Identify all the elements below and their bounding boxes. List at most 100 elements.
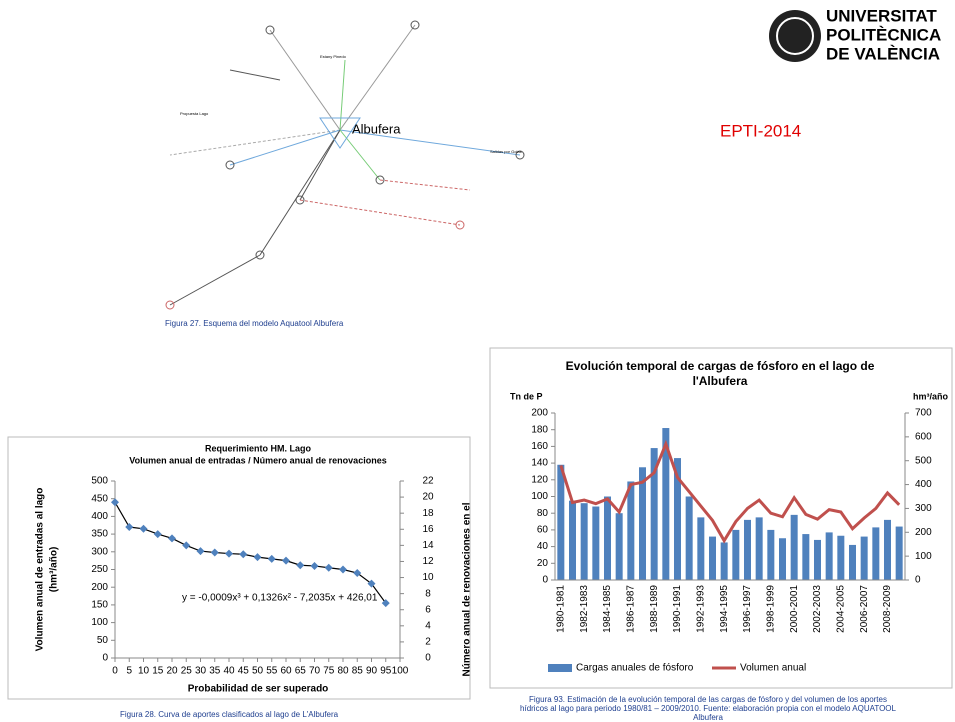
y-axis-label: (hm³/año) xyxy=(49,547,60,593)
bar xyxy=(825,532,833,580)
x-tick-label: 55 xyxy=(266,666,278,677)
diagram-label: Albufera xyxy=(352,121,401,136)
point xyxy=(182,541,191,550)
x-tick-label: 40 xyxy=(223,666,235,677)
x-tick-label: 1996-1997 xyxy=(742,585,753,633)
x-tick-label: 1998-1999 xyxy=(765,585,776,633)
y2-tick-label: 20 xyxy=(422,492,434,503)
bar xyxy=(814,539,821,580)
bar xyxy=(580,503,588,580)
y2-tick-label: 400 xyxy=(915,479,932,490)
y-tick-label: 200 xyxy=(531,408,548,419)
y-axis-label: Tn de P xyxy=(510,391,543,401)
y-tick-label: 180 xyxy=(531,424,548,435)
bar xyxy=(849,544,856,580)
line xyxy=(559,439,901,544)
bar xyxy=(557,464,565,580)
point xyxy=(324,563,333,572)
point xyxy=(367,579,376,588)
node-lake xyxy=(319,117,361,149)
x-tick-label: 100 xyxy=(392,666,409,677)
legend-label: Cargas anuales de fósforo xyxy=(576,663,694,674)
logo-text: DE VALÈNCIA xyxy=(826,44,940,63)
y2-tick-label: 0 xyxy=(425,653,431,664)
edge xyxy=(299,129,341,201)
x-tick-label: 80 xyxy=(337,666,349,677)
x-tick-label: 90 xyxy=(366,666,378,677)
bar xyxy=(604,496,611,580)
point xyxy=(267,554,276,563)
y2-tick-label: 300 xyxy=(915,503,932,514)
bar xyxy=(720,542,728,580)
y-tick-label: 20 xyxy=(537,558,549,569)
edge xyxy=(339,129,521,156)
x-tick-label: 20 xyxy=(166,666,178,677)
chart-title: l'Albufera xyxy=(693,374,748,388)
x-tick-label: 1980-1981 xyxy=(555,585,566,633)
y-tick-label: 40 xyxy=(537,541,549,552)
y2-tick-label: 200 xyxy=(915,527,932,538)
legend-label: Volumen anual xyxy=(740,663,806,674)
logo: UNIVERSITAT POLITÈCNICA DE VALÈNCIA xyxy=(769,6,941,63)
x-tick-label: 2000-2001 xyxy=(789,585,800,633)
node xyxy=(455,220,465,230)
y-tick-label: 400 xyxy=(91,511,108,522)
x-tick-label: 25 xyxy=(181,666,193,677)
x-tick-label: 15 xyxy=(152,666,164,677)
edge xyxy=(339,59,346,131)
bar xyxy=(767,529,775,580)
y-tick-label: 140 xyxy=(531,458,548,469)
bar xyxy=(650,448,658,580)
node xyxy=(225,160,235,170)
node xyxy=(375,175,385,185)
point xyxy=(225,549,233,558)
node xyxy=(165,300,175,310)
bar xyxy=(744,519,751,580)
bar xyxy=(895,526,903,580)
chart-frame xyxy=(489,347,953,689)
chart-frame xyxy=(7,436,471,700)
x-tick-label: 1982-1983 xyxy=(579,585,590,633)
point xyxy=(339,565,347,574)
y-tick-label: 100 xyxy=(531,491,548,502)
bar xyxy=(802,534,810,580)
point xyxy=(296,561,305,570)
bar xyxy=(569,500,576,580)
y-tick-label: 60 xyxy=(537,525,549,536)
point xyxy=(239,550,248,559)
x-tick-label: 1994-1995 xyxy=(719,585,730,633)
caption: Figura 27. Esquema del modelo Aquatool A… xyxy=(165,319,344,328)
x-tick-label: 65 xyxy=(295,666,307,677)
diagram xyxy=(165,20,525,310)
edge xyxy=(169,254,261,306)
edge xyxy=(259,129,341,256)
chart-title: Evolución temporal de cargas de fósforo … xyxy=(566,359,875,373)
y2-tick-label: 700 xyxy=(915,408,932,419)
y-tick-label: 200 xyxy=(91,582,108,593)
edge xyxy=(379,179,471,191)
y2-tick-label: 0 xyxy=(915,575,921,586)
diagram-label: Propuesta Lago xyxy=(180,111,209,116)
x-tick-label: 75 xyxy=(323,666,335,677)
point xyxy=(381,599,390,608)
y2-tick-label: 10 xyxy=(422,572,434,583)
x-tick-label: 35 xyxy=(209,666,221,677)
caption: Albufera xyxy=(693,713,723,722)
y2-tick-label: 4 xyxy=(425,620,431,631)
y2-tick-label: 22 xyxy=(422,476,434,487)
x-tick-label: 30 xyxy=(195,666,207,677)
point xyxy=(210,548,219,557)
bar xyxy=(837,535,845,580)
edge xyxy=(339,129,381,181)
y-tick-label: 50 xyxy=(97,635,109,646)
edge xyxy=(339,24,416,131)
bar xyxy=(790,514,798,580)
y2-tick-label: 8 xyxy=(425,588,431,599)
y-tick-label: 100 xyxy=(91,617,108,628)
caption: Figura 93. Estimación de la evolución te… xyxy=(529,695,887,704)
logo-text: POLITÈCNICA xyxy=(826,25,941,44)
caption: hídricos al lago para periodo 1980/81 – … xyxy=(520,704,897,713)
y-tick-label: 160 xyxy=(531,441,548,452)
point xyxy=(253,553,262,562)
